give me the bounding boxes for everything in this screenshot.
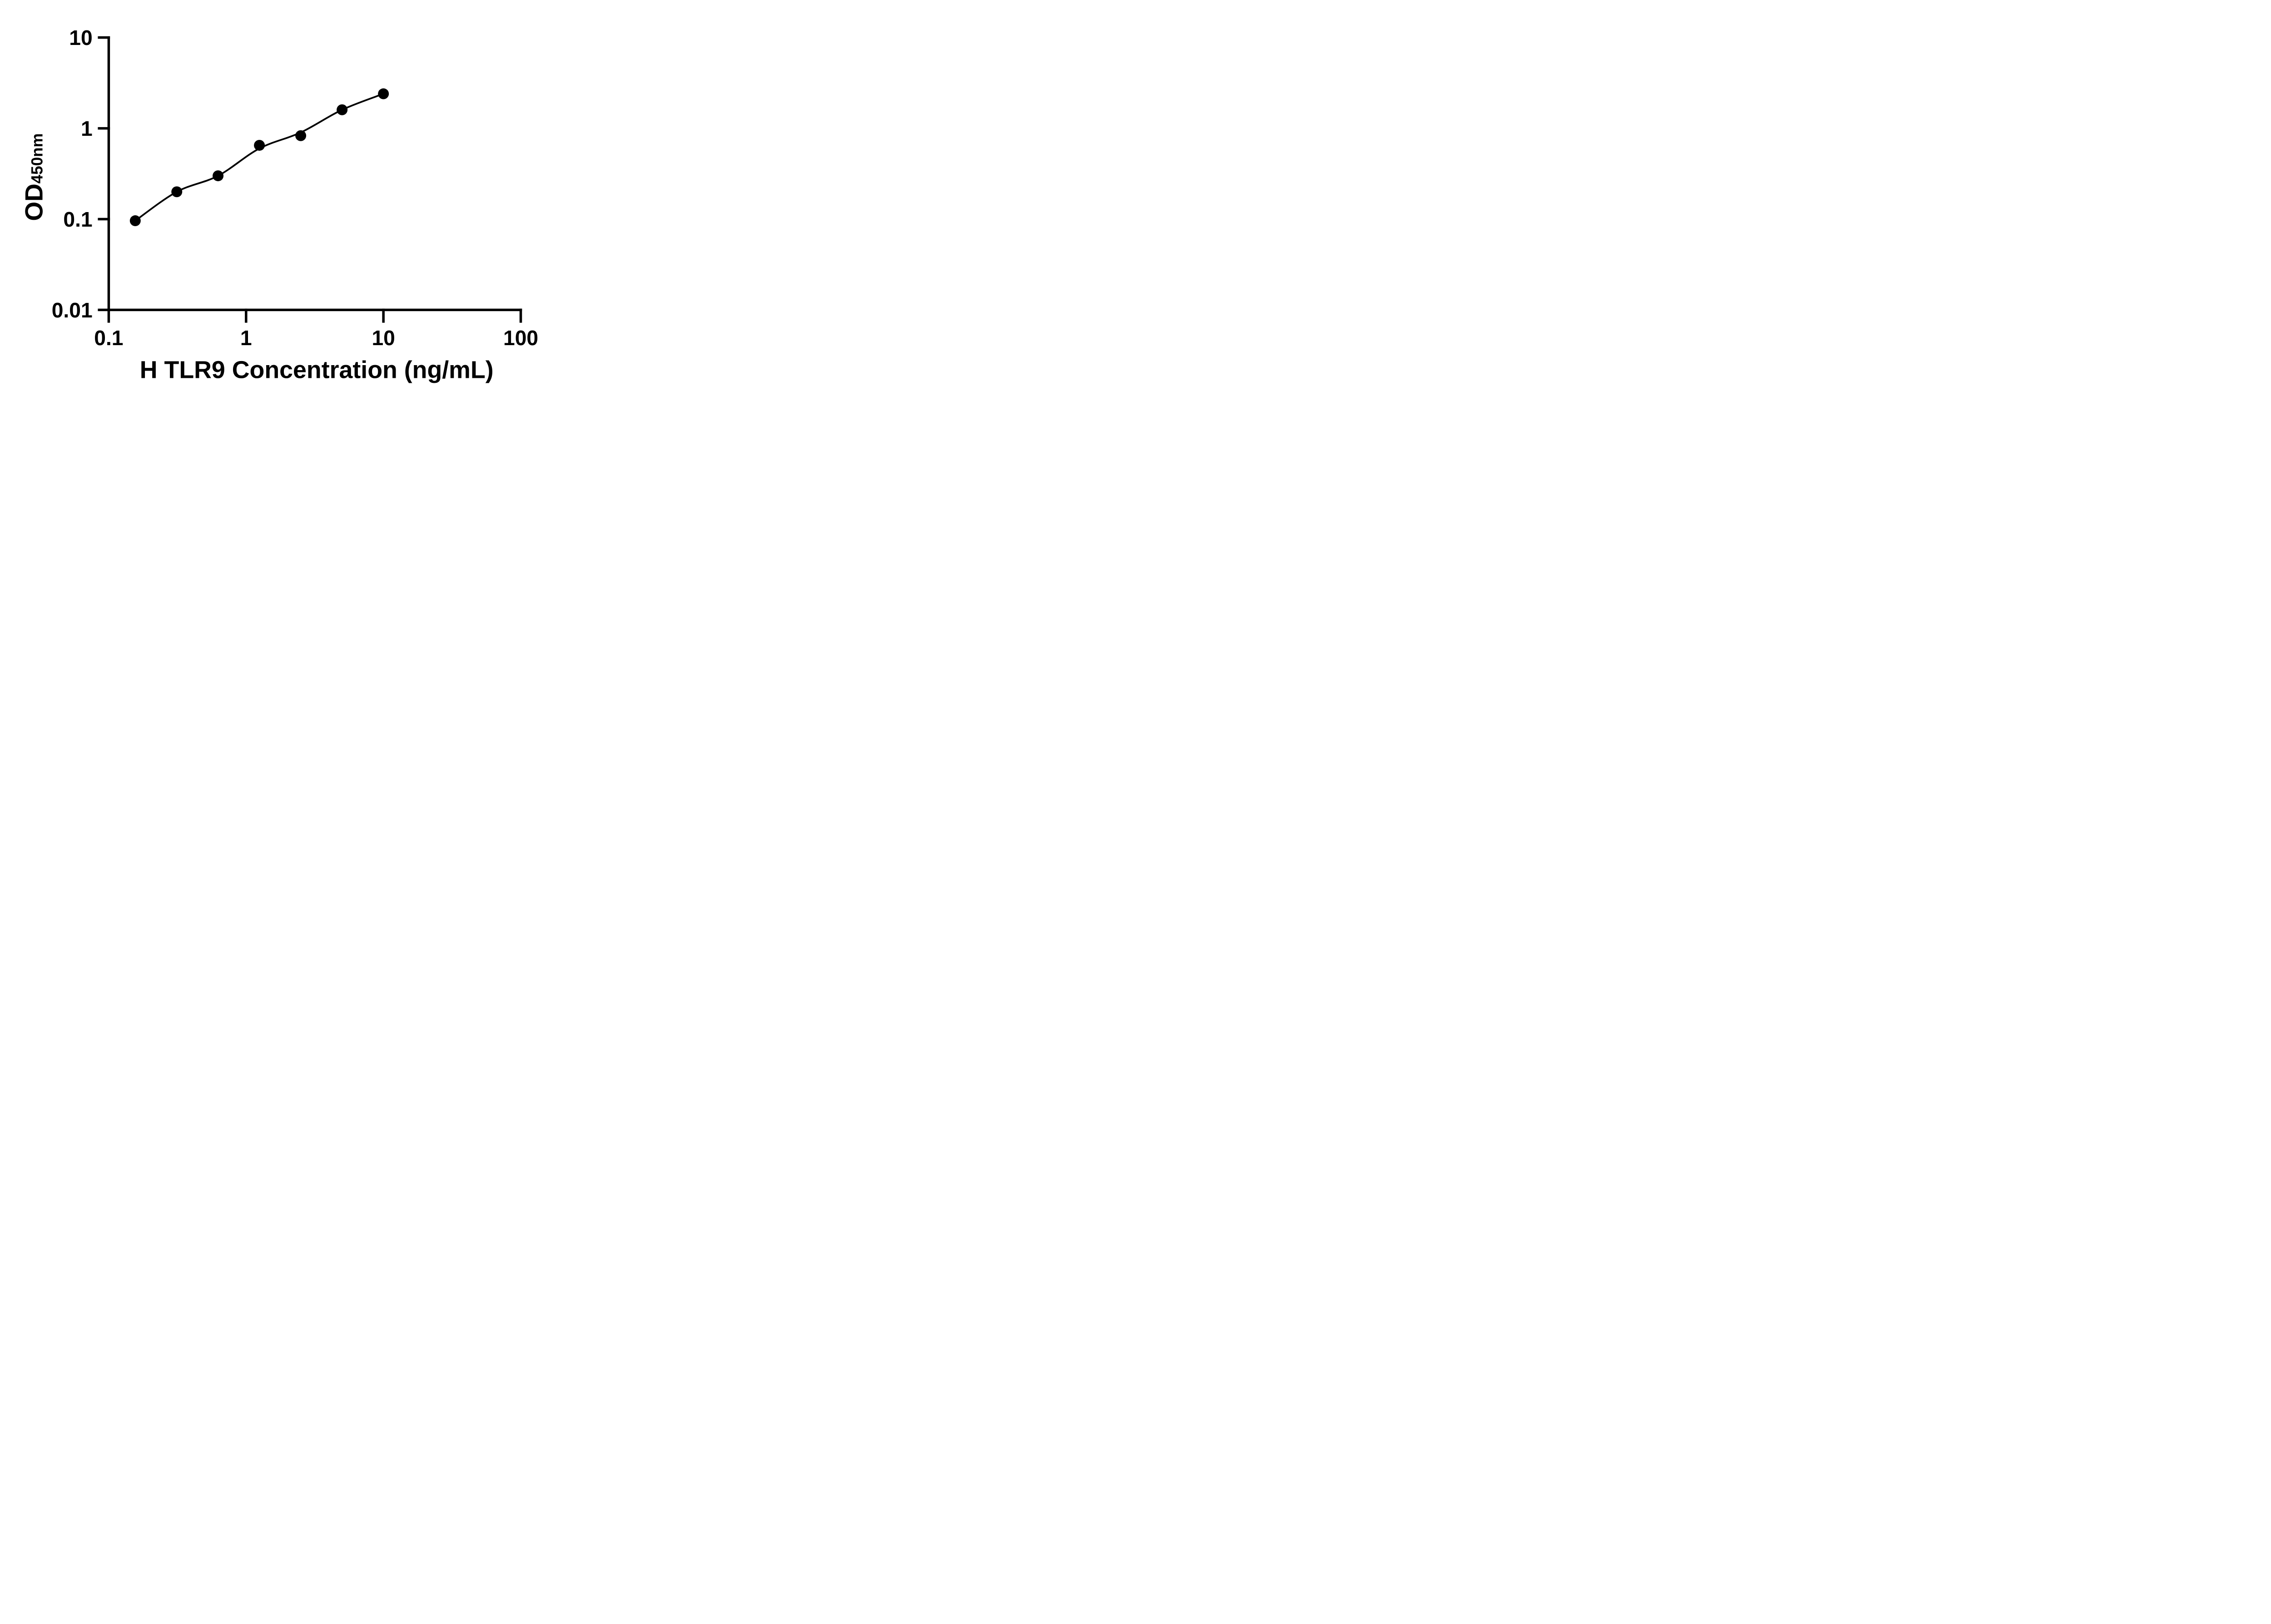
x-axis-ticks: 0.1 1 10 100 xyxy=(94,308,538,350)
data-point-marker xyxy=(254,139,265,151)
y-axis-title-sub: 450nm xyxy=(29,133,46,183)
x-tick-label: 1 xyxy=(240,326,252,350)
axes xyxy=(107,36,522,312)
y-tick-label: 0.01 xyxy=(52,298,93,322)
y-tick-label: 0.1 xyxy=(63,208,92,231)
y-tick-label: 1 xyxy=(81,117,93,140)
data-point-markers xyxy=(129,88,389,227)
elisa-standard-curve-figure: 10 1 0.1 0.01 0.1 1 10 100 H TLR9 Concentratio… xyxy=(0,0,580,406)
x-axis-title: H TLR9 Concentration (ng/mL) xyxy=(140,356,494,383)
x-tick-label: 100 xyxy=(503,326,538,350)
data-point-marker xyxy=(129,215,141,227)
y-axis-title-main: OD xyxy=(20,183,48,221)
data-point-marker xyxy=(378,88,389,99)
x-tick-label: 0.1 xyxy=(94,326,123,350)
data-point-marker xyxy=(337,104,348,115)
y-axis-title: OD450nm xyxy=(20,133,48,221)
data-point-marker xyxy=(213,170,224,182)
y-tick-label: 10 xyxy=(69,26,92,50)
y-axis-ticks: 10 1 0.1 0.01 xyxy=(52,26,110,322)
data-point-marker xyxy=(295,130,307,141)
data-point-marker xyxy=(171,186,183,198)
x-tick-label: 10 xyxy=(372,326,395,350)
